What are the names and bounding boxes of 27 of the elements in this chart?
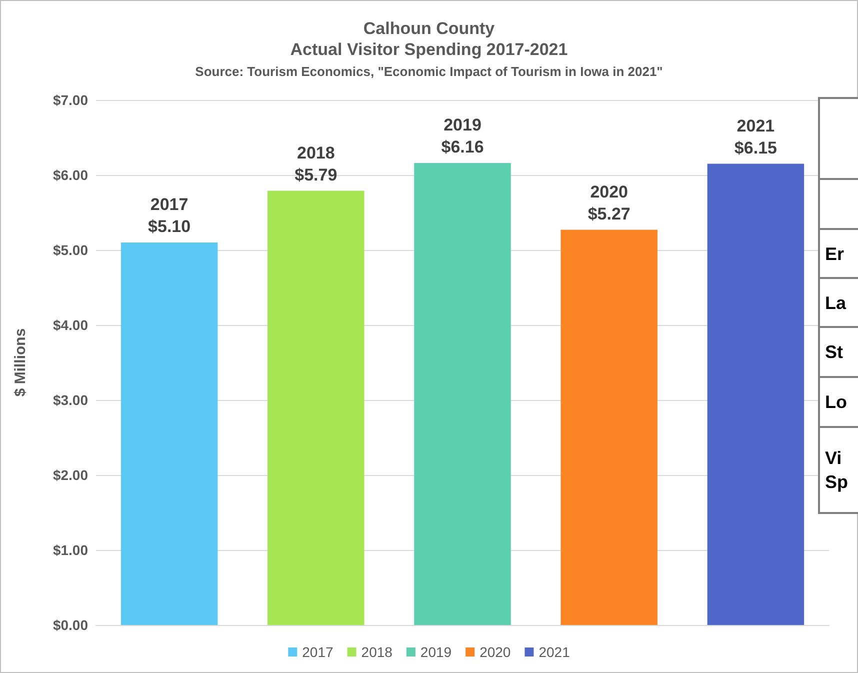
y-tick-label: $7.00 xyxy=(52,92,88,108)
annotation: Er xyxy=(820,230,858,279)
data-label: 2020 $5.27 xyxy=(588,182,630,224)
legend-label: 2020 xyxy=(480,644,511,660)
y-tick-label: $0.00 xyxy=(52,617,88,633)
data-label: 2021 $6.15 xyxy=(734,116,777,158)
legend-label: 2021 xyxy=(538,644,570,660)
legend-label: 2017 xyxy=(302,644,334,660)
y-axis-title: $ Millions xyxy=(12,328,29,397)
y-tick-label: $4.00 xyxy=(52,317,88,333)
annotation: Lo xyxy=(820,378,858,428)
annotation: St xyxy=(820,328,858,378)
data-label: 2019 $6.16 xyxy=(441,116,484,156)
y-tick-label: $3.00 xyxy=(52,392,88,408)
chart-title: Calhoun County xyxy=(363,19,496,38)
annotation: Vi Sp xyxy=(820,428,858,514)
y-tick-label: $1.00 xyxy=(52,542,88,558)
legend-label: 2019 xyxy=(420,644,452,660)
y-tick-label: $2.00 xyxy=(52,467,88,483)
y-tick-label: $6.00 xyxy=(52,167,88,183)
annotation: La xyxy=(820,279,858,328)
data-label: 2017 $5.10 xyxy=(148,195,191,236)
source-note: Source: Tourism Economics, "Economic Impact of Tourism in Iowa in 2021" xyxy=(195,64,663,79)
legend-label: 2018 xyxy=(361,644,393,660)
y-tick-label: $5.00 xyxy=(52,242,88,258)
chart-subtitle: Actual Visitor Spending 2017-2021 xyxy=(290,40,568,59)
data-label: 2018 $5.79 xyxy=(294,143,338,184)
